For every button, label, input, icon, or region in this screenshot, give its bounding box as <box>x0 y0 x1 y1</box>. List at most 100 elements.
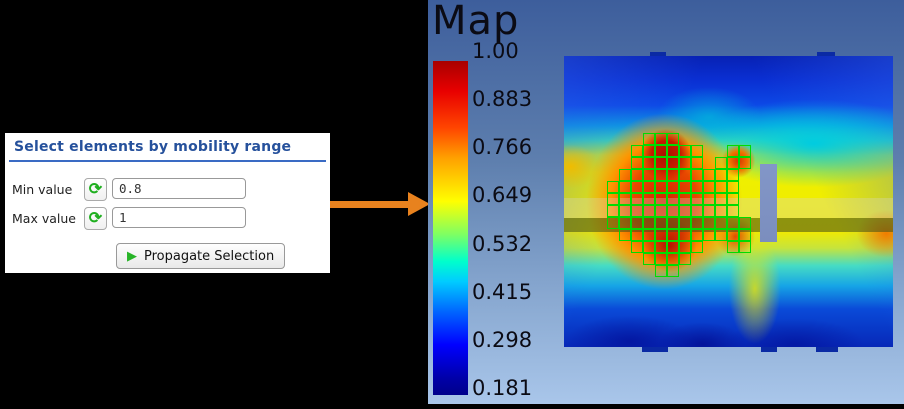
min-value-input[interactable] <box>112 178 246 199</box>
selected-element-cell <box>655 205 667 217</box>
map-edge-tab <box>642 347 668 352</box>
selected-element-cell <box>667 241 679 253</box>
selected-element-cell <box>691 145 703 157</box>
selected-element-cell <box>643 145 655 157</box>
selected-element-cell <box>607 205 619 217</box>
selected-element-cell <box>667 205 679 217</box>
selected-element-cell <box>667 181 679 193</box>
selected-element-cell <box>643 157 655 169</box>
selected-element-cell <box>655 241 667 253</box>
selected-element-cell <box>715 193 727 205</box>
selected-element-cell <box>643 181 655 193</box>
selected-element-cell <box>739 229 751 241</box>
selected-element-cell <box>655 265 667 277</box>
selected-element-cell <box>667 145 679 157</box>
selected-element-cell <box>619 217 631 229</box>
colorbar-tick-label: 0.883 <box>472 87 533 112</box>
selected-element-cell <box>691 169 703 181</box>
play-icon: ▶ <box>127 248 137 264</box>
colorbar-tick-labels: 1.00 0.883 0.766 0.649 0.532 0.415 0.298 0.181 <box>472 41 542 399</box>
mobility-range-dialog: Select elements by mobility range Min va… <box>5 133 330 273</box>
colorbar-tick-label: 0.532 <box>472 231 533 256</box>
selected-element-cell <box>655 181 667 193</box>
selected-element-cell <box>667 217 679 229</box>
heatmap[interactable] <box>564 52 893 352</box>
selected-element-cell <box>703 229 715 241</box>
selected-element-cell <box>619 193 631 205</box>
colorbar-tick-label: 0.415 <box>472 279 533 304</box>
selected-element-cell <box>679 193 691 205</box>
selected-element-cell <box>703 205 715 217</box>
vertical-probe-bar <box>760 164 777 242</box>
max-value-input[interactable] <box>112 207 246 228</box>
selected-element-cell <box>643 229 655 241</box>
map-edge-tab <box>816 347 838 352</box>
selected-element-cell <box>727 229 739 241</box>
min-value-row: Min value ⟳ <box>5 178 330 201</box>
selected-element-cell <box>691 241 703 253</box>
selected-element-cell <box>679 181 691 193</box>
selected-element-cell <box>715 217 727 229</box>
selected-element-cell <box>631 205 643 217</box>
selected-element-cell <box>739 217 751 229</box>
selected-element-cell <box>727 241 739 253</box>
max-value-row: Max value ⟳ <box>5 207 330 230</box>
selected-element-cell <box>727 205 739 217</box>
max-refresh-button[interactable]: ⟳ <box>84 207 107 230</box>
selected-element-cell <box>619 205 631 217</box>
selected-element-cell <box>679 241 691 253</box>
selected-element-cell <box>667 169 679 181</box>
colorbar-tick-label: 0.298 <box>472 327 533 352</box>
selected-element-cell <box>715 169 727 181</box>
colorbar-tick-label: 0.181 <box>472 375 533 400</box>
selected-element-cell <box>607 193 619 205</box>
selected-element-cell <box>667 265 679 277</box>
selected-element-cell <box>643 217 655 229</box>
selected-element-cell <box>655 253 667 265</box>
selected-element-cell <box>691 217 703 229</box>
selected-element-cell <box>631 229 643 241</box>
colorbar-tick-label: 0.649 <box>472 183 533 208</box>
selected-element-cell <box>631 169 643 181</box>
min-value-label: Min value <box>12 182 73 197</box>
map-viewport[interactable]: Map 1.00 0.883 0.766 0.649 0.532 0.415 0.298 0.… <box>428 0 904 404</box>
selected-element-cell <box>655 229 667 241</box>
selected-element-cell <box>727 157 739 169</box>
propagate-selection-button[interactable]: ▶ Propagate Selection <box>116 243 286 269</box>
selected-element-cell <box>715 181 727 193</box>
selected-element-cell <box>691 181 703 193</box>
propagate-selection-label: Propagate Selection <box>144 248 275 264</box>
map-edge-tab <box>761 347 777 352</box>
selected-element-cell <box>727 217 739 229</box>
selected-element-cell <box>643 205 655 217</box>
selected-element-cell <box>643 253 655 265</box>
dialog-title: Select elements by mobility range <box>14 139 292 155</box>
selected-element-cell <box>631 157 643 169</box>
selected-element-cell <box>679 229 691 241</box>
selected-element-cell <box>679 253 691 265</box>
selected-element-cell <box>619 169 631 181</box>
selected-element-cell <box>643 133 655 145</box>
selected-element-cell <box>691 193 703 205</box>
selected-element-cell <box>631 241 643 253</box>
selected-element-cell <box>679 145 691 157</box>
selected-element-cell <box>715 205 727 217</box>
max-value-label: Max value <box>12 211 76 226</box>
map-edge-tab <box>650 52 666 56</box>
title-divider <box>9 160 326 162</box>
selected-element-cell <box>715 157 727 169</box>
selected-element-cell <box>727 169 739 181</box>
selected-element-cell <box>727 145 739 157</box>
selected-element-cell <box>679 217 691 229</box>
selected-element-cell <box>619 229 631 241</box>
colorbar-tick-label: 0.766 <box>472 135 533 160</box>
selected-element-cell <box>655 217 667 229</box>
min-refresh-button[interactable]: ⟳ <box>84 178 107 201</box>
selected-element-cell <box>703 181 715 193</box>
selected-element-cell <box>643 193 655 205</box>
colorbar <box>433 61 468 395</box>
selected-element-cell <box>655 145 667 157</box>
selected-element-cell <box>679 169 691 181</box>
refresh-icon: ⟳ <box>88 209 103 227</box>
